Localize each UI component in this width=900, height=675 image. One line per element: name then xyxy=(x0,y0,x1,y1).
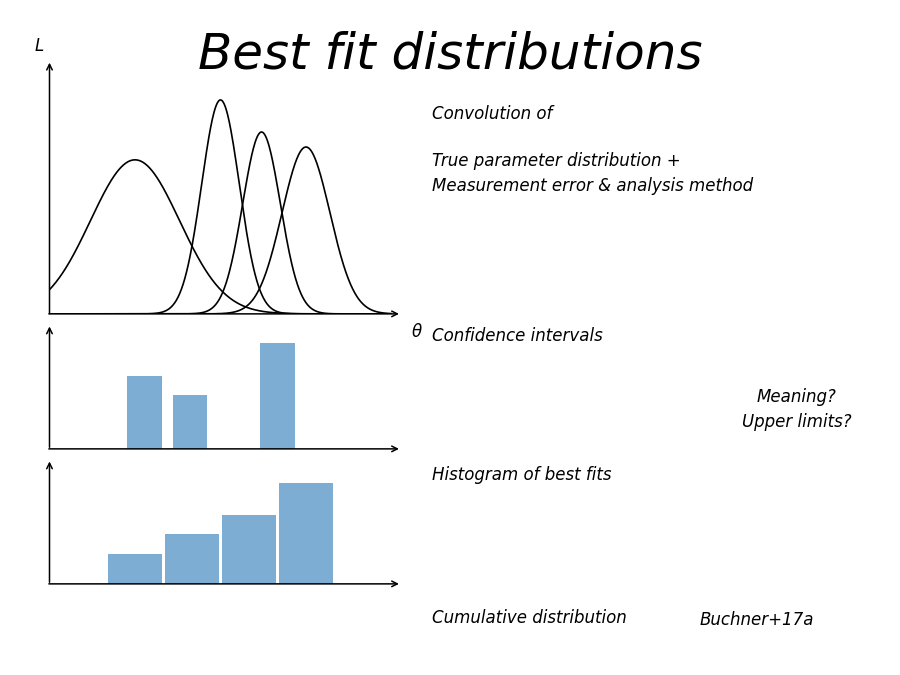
Bar xyxy=(279,483,333,584)
Text: θ: θ xyxy=(412,323,422,342)
Text: Histogram of best fits: Histogram of best fits xyxy=(432,466,611,484)
Bar xyxy=(173,394,207,449)
Text: Confidence intervals: Confidence intervals xyxy=(432,327,603,346)
Bar xyxy=(260,343,294,449)
Text: Meaning?
Upper limits?: Meaning? Upper limits? xyxy=(742,388,851,431)
Text: Best fit distributions: Best fit distributions xyxy=(198,30,702,78)
Text: True parameter distribution +
Measurement error & analysis method: True parameter distribution + Measuremen… xyxy=(432,152,753,195)
Text: Convolution of: Convolution of xyxy=(432,105,553,123)
Text: L: L xyxy=(34,37,44,55)
Text: Buchner+17a: Buchner+17a xyxy=(700,611,814,629)
Bar xyxy=(222,516,276,584)
Bar xyxy=(165,535,219,584)
Bar xyxy=(128,375,162,449)
Bar xyxy=(108,554,162,584)
Text: Cumulative distribution: Cumulative distribution xyxy=(432,609,626,627)
